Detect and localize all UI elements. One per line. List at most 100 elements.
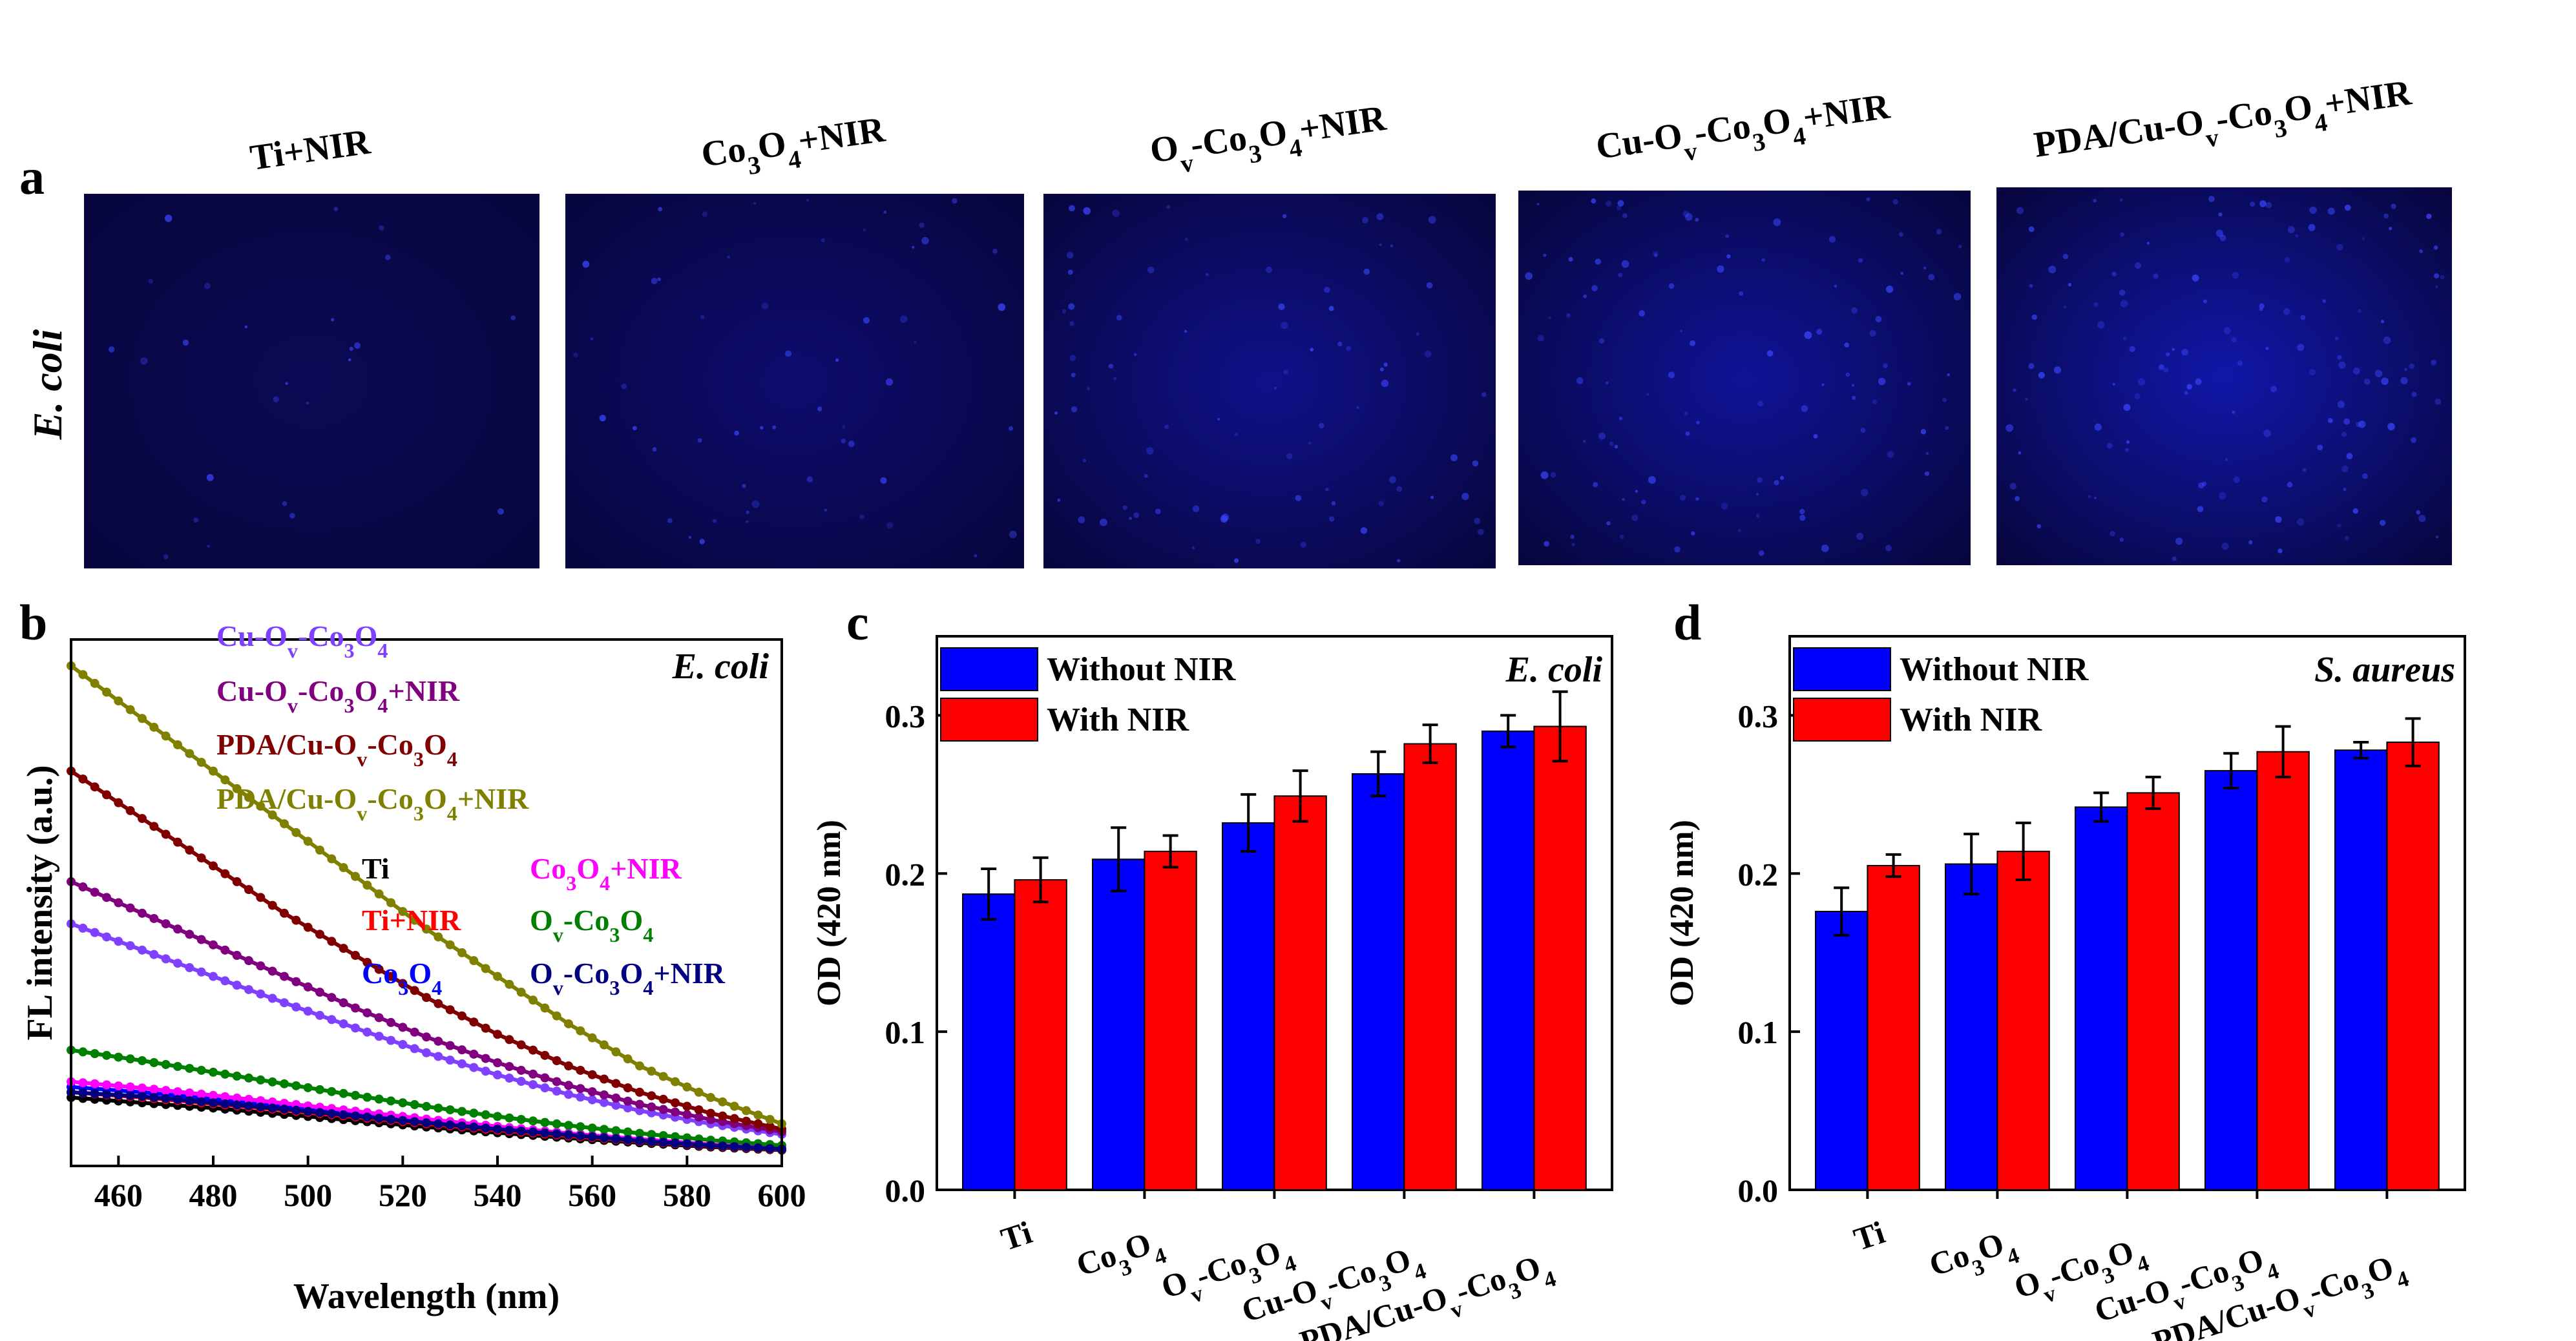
legend-entry-10: Ov-Co3O4+NIR [530, 957, 726, 999]
series-marker [445, 1120, 455, 1130]
bacteria-spot [2201, 481, 2207, 486]
bacteria-spot [2381, 377, 2389, 385]
series-marker [564, 1019, 573, 1028]
bar-with-nir [1273, 795, 1327, 1190]
bacteria-spot [1696, 421, 1700, 424]
bacteria-spot [1773, 218, 1781, 227]
series-marker [196, 967, 206, 977]
series-marker [576, 1092, 585, 1102]
series-marker [114, 696, 123, 706]
chart-title: E. coli [672, 647, 770, 687]
series-marker [422, 1048, 431, 1057]
bacteria-spot [1593, 482, 1598, 488]
series-marker [682, 1101, 692, 1111]
bar-without-nir [2204, 770, 2258, 1190]
bacteria-spot [885, 378, 894, 386]
bacteria-spot [2435, 398, 2442, 405]
series-marker [706, 1115, 715, 1125]
series-marker [209, 861, 218, 871]
series-marker [516, 1077, 526, 1086]
bacteria-spot [1685, 431, 1690, 436]
bacteria-spot [1883, 363, 1888, 368]
bacteria-spot [2093, 496, 2097, 500]
bacteria-spot [2093, 198, 2097, 203]
series-marker [576, 1084, 585, 1094]
series-marker [161, 919, 171, 929]
series-marker [291, 1081, 301, 1090]
x-tick-label: 520 [379, 1177, 427, 1213]
series-marker [173, 837, 182, 847]
bacteria-spot [2278, 548, 2283, 554]
bacteria-spot [2387, 422, 2395, 431]
series-marker [138, 814, 147, 824]
series-marker [765, 1121, 775, 1131]
bacteria-spot [1755, 492, 1759, 496]
series-marker [718, 1097, 728, 1107]
series-marker [327, 854, 337, 864]
bacteria-spot [1325, 487, 1329, 492]
bar-without-nir [1092, 858, 1146, 1190]
bacteria-spot [289, 513, 295, 519]
bacteria-spot [2120, 232, 2125, 237]
bacteria-spot [2186, 384, 2192, 390]
bacteria-spot [1668, 371, 1675, 379]
bacteria-spot [497, 508, 504, 515]
legend-swatch-2 [940, 698, 1038, 742]
bacteria-spot [859, 514, 864, 519]
series-marker [587, 1033, 597, 1043]
series-marker [671, 1132, 680, 1141]
series-marker [386, 1017, 395, 1027]
series-marker [114, 1052, 123, 1062]
series-marker [552, 1077, 561, 1086]
bacteria-spot [1900, 271, 1903, 275]
bacteria-spot [2363, 379, 2371, 385]
bacteria-spot [1363, 268, 1370, 275]
y-tick-label: 0.1 [1738, 1014, 1779, 1050]
series-marker [125, 806, 135, 815]
bacteria-spot [1147, 266, 1155, 274]
bacteria-spot [2195, 378, 2202, 386]
fluorescence-image-4 [1518, 191, 1971, 565]
bacteria-spot [1397, 559, 1401, 563]
series-marker [149, 822, 159, 831]
bacteria-spot [2129, 346, 2135, 353]
bacteria-spot [1054, 411, 1058, 415]
series-marker [78, 923, 88, 933]
series-marker [196, 1065, 206, 1075]
bacteria-spot [1609, 441, 1614, 446]
bacteria-spot [2341, 431, 2347, 437]
bacteria-spot [1069, 321, 1074, 326]
series-marker [623, 1127, 633, 1137]
series-marker [493, 1112, 502, 1121]
series-marker [481, 1110, 490, 1119]
series-marker [232, 981, 242, 990]
series-marker [267, 993, 277, 1003]
bacteria-spot [817, 406, 822, 411]
series-marker [706, 1141, 715, 1150]
series-marker [90, 1049, 99, 1059]
bacteria-spot [2433, 245, 2438, 250]
bacteria-spot [1766, 350, 1774, 357]
series-marker [718, 1141, 728, 1151]
bar-without-nir [2334, 749, 2388, 1190]
bacteria-spot [1739, 291, 1744, 296]
bacteria-spot [1474, 517, 1481, 525]
bacteria-spot [204, 282, 211, 289]
bacteria-spot [1540, 471, 1549, 479]
series-marker [185, 1096, 194, 1105]
image-label-4: Cu-Ov-Co3O4+NIR [1593, 87, 1894, 179]
y-tick-label: 0.0 [885, 1172, 926, 1209]
bacteria-spot [348, 358, 351, 362]
bacteria-spot [652, 447, 657, 452]
bacteria-spot [1605, 381, 1609, 385]
bacteria-spot [1947, 373, 1950, 377]
bacteria-spot [1108, 363, 1114, 369]
series-marker [114, 937, 123, 946]
series-marker [315, 1010, 324, 1020]
bacteria-spot [1761, 258, 1765, 262]
y-tick-label: 0.3 [885, 698, 926, 734]
bacteria-spot [1717, 265, 1724, 273]
bacteria-spot [1618, 273, 1622, 278]
series-marker [138, 945, 147, 955]
